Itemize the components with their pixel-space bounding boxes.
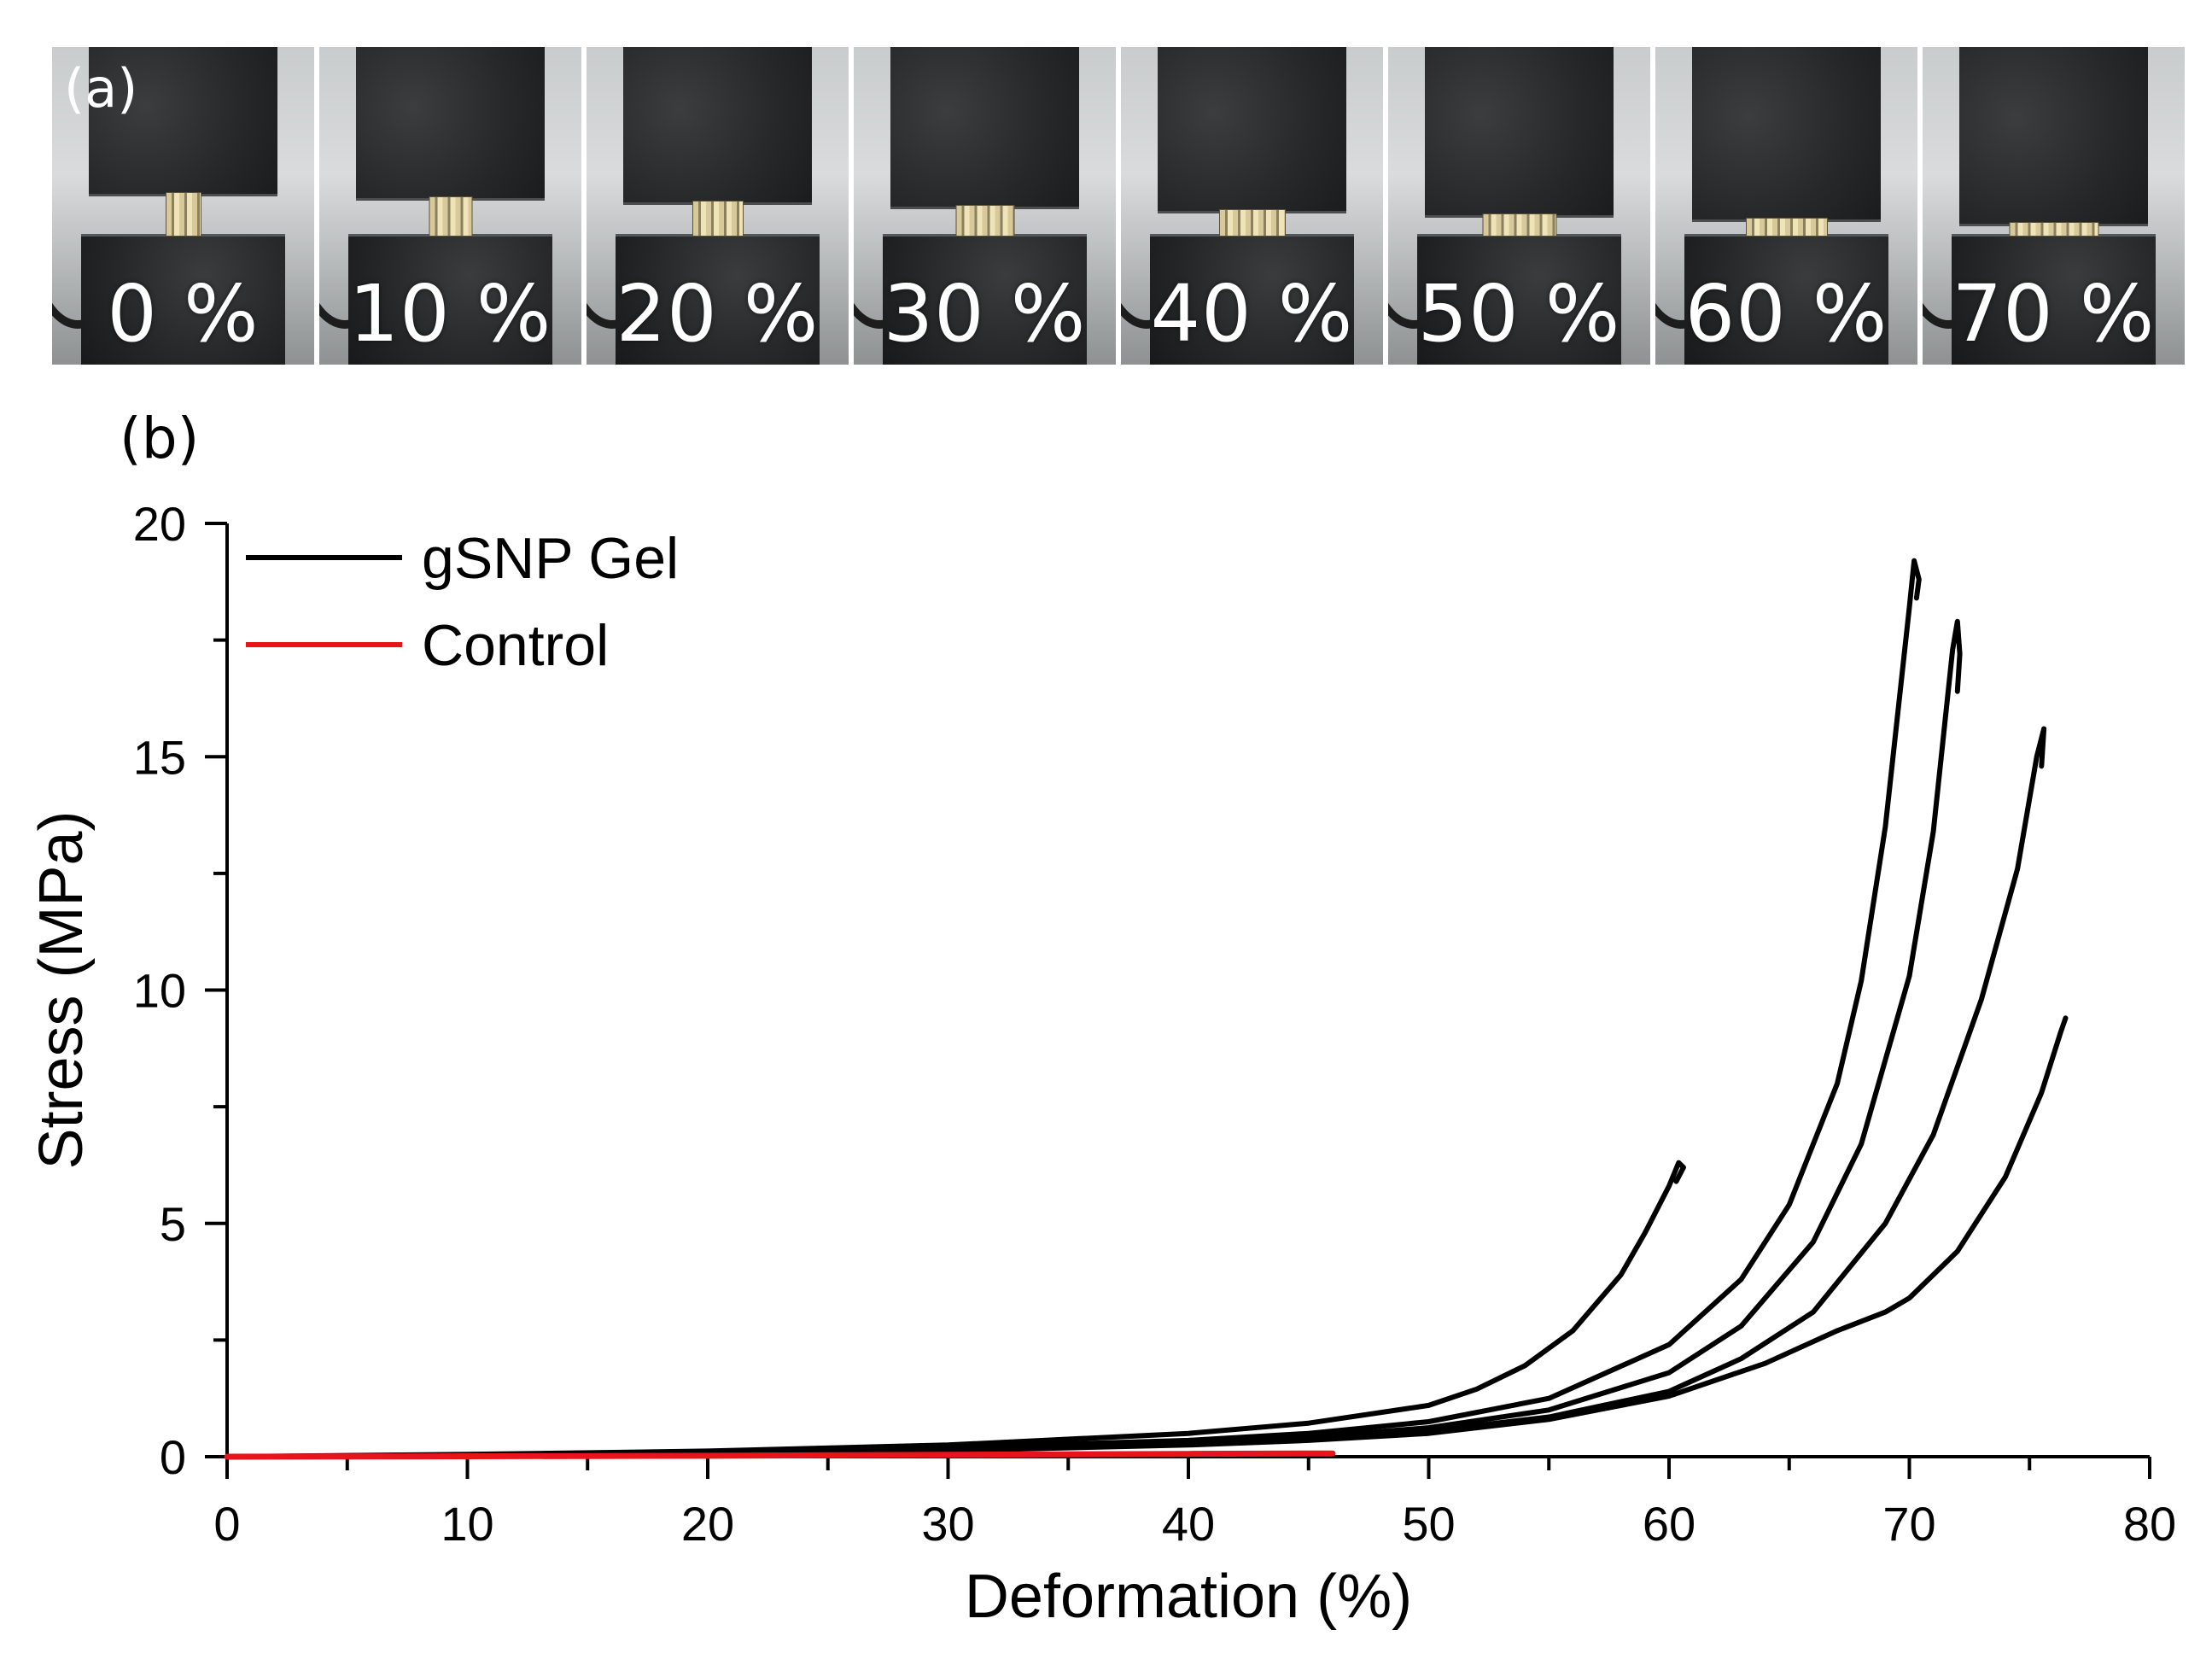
- deformation-label: 60 %: [1684, 268, 1888, 359]
- x-axis-label: Deformation (%): [965, 1563, 1412, 1631]
- gsnp-gel-series-line: [225, 558, 1922, 1459]
- upper-platen: [1424, 47, 1614, 218]
- gsnp-gel-series-line: [225, 618, 1963, 1459]
- legend-label: gSNP Gel: [422, 526, 679, 591]
- compression-photo-frame: 60 %: [1655, 47, 1917, 365]
- lower-platen: [80, 234, 286, 365]
- control-series-line: [224, 1450, 1336, 1460]
- upper-platen: [890, 47, 1079, 209]
- gel-sample: [1218, 209, 1286, 237]
- gel-sample: [1482, 213, 1556, 237]
- lower-platen: [882, 234, 1088, 365]
- upper-platen: [88, 47, 277, 196]
- compression-photo-frame: 30 %: [854, 47, 1116, 365]
- gsnp-gel-series-line: [225, 726, 2047, 1459]
- y-tick-label: 15: [133, 730, 186, 784]
- x-tick-label: 0: [213, 1497, 240, 1551]
- gel-sample: [692, 201, 744, 237]
- upper-platen: [1958, 47, 2148, 226]
- deformation-label: 30 %: [883, 268, 1087, 359]
- y-tick-label: 10: [133, 964, 186, 1018]
- y-tick-label: 0: [160, 1430, 186, 1484]
- gel-sample: [955, 205, 1014, 237]
- compression-photo-frame: 40 %: [1121, 47, 1383, 365]
- deformation-label: 50 %: [1417, 268, 1621, 359]
- gel-sample: [2009, 222, 2098, 237]
- upper-platen: [1157, 47, 1346, 213]
- gel-sample: [165, 192, 201, 237]
- deformation-label: 40 %: [1150, 268, 1354, 359]
- legend-label: Control: [422, 613, 609, 678]
- panel-b-label: (b): [120, 406, 200, 471]
- compression-photo-frame: 70 %: [1923, 47, 2185, 365]
- deformation-label: 0 %: [107, 268, 260, 359]
- photo-strip: 0 % (a) 10 % 20 % 30 % 40 % 50 % 60 % 70 %: [52, 47, 2185, 365]
- deformation-label: 20 %: [616, 268, 820, 359]
- x-tick-label: 50: [1402, 1497, 1455, 1551]
- x-tick-label: 30: [921, 1497, 974, 1551]
- x-tick-label: 60: [1643, 1497, 1695, 1551]
- x-tick-label: 10: [441, 1497, 493, 1551]
- stress-deformation-chart: 0 10 20 30 40 50 60 70 80 0 5 10 15 20 gSNP Gel Contro…: [27, 497, 2176, 1631]
- x-tick-label: 80: [2123, 1497, 2176, 1551]
- upper-platen: [622, 47, 812, 205]
- upper-platen: [1691, 47, 1881, 222]
- compression-photo-frame: 0 % (a): [52, 47, 314, 365]
- y-axis-label: Stress (MPa): [27, 810, 96, 1169]
- deformation-label: 70 %: [1952, 268, 2156, 359]
- gel-sample: [1745, 218, 1828, 237]
- deformation-label: 10 %: [348, 268, 552, 359]
- gel-sample: [429, 196, 472, 237]
- panel-a-label: (a): [64, 57, 138, 120]
- compression-photo-frame: 20 %: [587, 47, 849, 365]
- x-tick-label: 70: [1882, 1497, 1935, 1551]
- lower-platen: [615, 234, 820, 365]
- compression-photo-frame: 50 %: [1388, 47, 1650, 365]
- compression-photo-frame: 10 %: [319, 47, 581, 365]
- upper-platen: [355, 47, 545, 201]
- x-tick-label: 40: [1162, 1497, 1215, 1551]
- y-tick-label: 20: [133, 497, 186, 551]
- x-tick-label: 20: [681, 1497, 734, 1551]
- y-tick-label: 5: [160, 1197, 186, 1251]
- gsnp-gel-series-line: [225, 1015, 2069, 1459]
- lower-platen: [347, 234, 553, 365]
